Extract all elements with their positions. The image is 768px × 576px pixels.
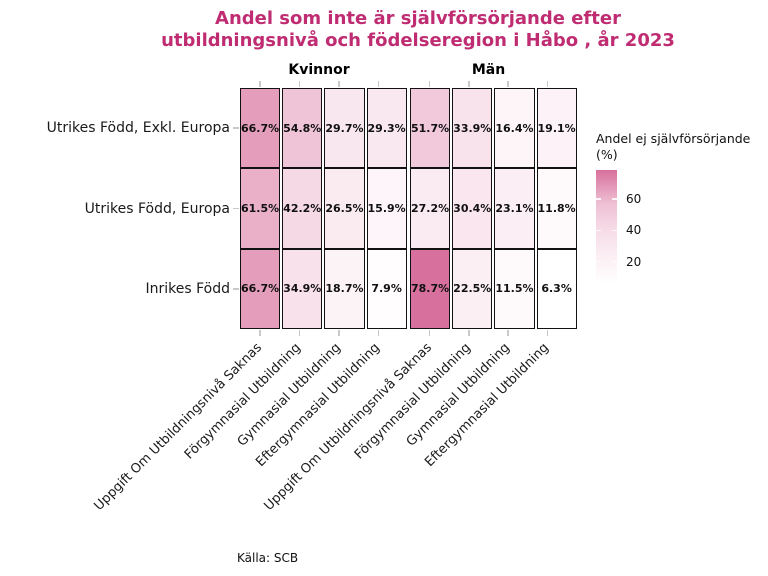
axis-tick (233, 288, 239, 290)
axis-tick (338, 81, 340, 87)
facet-label-man: Män (471, 62, 506, 78)
axis-tick (546, 81, 549, 87)
y-axis-label: Inrikes Född (145, 280, 230, 297)
cell-value-label: 6.3% (541, 282, 572, 296)
cell-value-label: 16.4% (495, 121, 534, 135)
axis-tick (233, 127, 239, 129)
legend-tick-label: 20 (626, 254, 642, 269)
heatmap-cell: 16.4% (494, 88, 535, 169)
legend-tick-label: 60 (626, 192, 642, 207)
cell-value-label: 54.8% (283, 121, 322, 135)
heatmap-cell: 15.9% (366, 168, 407, 249)
heatmap-cell: 42.2% (282, 168, 323, 249)
axis-tick (377, 330, 379, 336)
axis-tick (507, 81, 509, 87)
y-axis-label: Utrikes Född, Europa (84, 200, 230, 217)
axis-tick (233, 207, 239, 210)
cell-value-label: 33.9% (453, 121, 492, 135)
heatmap-cell: 27.2% (410, 168, 451, 249)
cell-value-label: 34.9% (283, 282, 322, 296)
legend-gradient-bar (596, 170, 617, 283)
axis-tick (507, 330, 509, 336)
cell-value-label: 23.1% (495, 201, 534, 215)
heatmap-cell: 29.7% (324, 88, 365, 169)
axis-tick (468, 330, 470, 336)
cell-value-label: 29.7% (325, 121, 364, 135)
cell-value-label: 42.2% (283, 201, 322, 215)
heatmap-cell: 54.8% (282, 88, 323, 169)
heatmap-cell: 19.1% (536, 88, 577, 169)
legend-bar-tick (612, 260, 617, 263)
legend-title-line2: (%) (596, 147, 618, 162)
legend-bar-tick (612, 229, 617, 232)
heatmap-cell: 66.7% (240, 248, 281, 329)
cell-value-label: 11.5% (495, 282, 534, 296)
cell-value-label: 27.2% (411, 201, 450, 215)
heatmap-cell: 18.7% (324, 248, 365, 329)
legend-bar-tick (596, 198, 601, 200)
facet-label-kvinnor: Kvinnor (288, 62, 350, 78)
cell-value-label: 15.9% (367, 201, 406, 215)
y-axis-label: Utrikes Född, Exkl. Europa (46, 120, 230, 137)
source-caption: Källa: SCB (237, 551, 299, 565)
chart-title-line1: Andel som inte är självförsörjande efter (215, 8, 621, 29)
legend-bar-tick (596, 229, 601, 232)
cell-value-label: 51.7% (411, 121, 450, 135)
heatmap-cell: 66.7% (240, 88, 281, 169)
heatmap-cell: 29.3% (366, 88, 407, 169)
heatmap-cell: 11.8% (536, 168, 577, 249)
heatmap-cell: 33.9% (452, 88, 493, 169)
axis-tick (428, 81, 431, 87)
heatmap-cell: 7.9% (366, 248, 407, 329)
legend-title-line1: Andel ej självförsörjande (596, 131, 751, 146)
cell-value-label: 11.8% (537, 201, 576, 215)
cell-value-label: 22.5% (453, 282, 492, 296)
axis-tick (428, 330, 431, 336)
axis-tick (259, 81, 261, 87)
cell-value-label: 30.4% (453, 201, 492, 215)
legend-tick-label: 40 (626, 223, 642, 238)
heatmap-cell: 34.9% (282, 248, 323, 329)
cell-value-label: 19.1% (537, 121, 576, 135)
axis-tick (468, 81, 470, 87)
heatmap-panel-man: 51.7% 33.9% 16.4% 19.1% 27.2% 30.4% 23.1% 11.8%… (410, 88, 577, 329)
cell-value-label: 18.7% (325, 282, 364, 296)
heatmap-cell: 78.7% (410, 248, 451, 329)
heatmap-cell: 23.1% (494, 168, 535, 249)
cell-value-label: 29.3% (367, 121, 406, 135)
axis-tick (338, 330, 340, 336)
chart-title-line2: utbildningsnivå och födelseregion i Håbo… (161, 30, 675, 51)
axis-tick (259, 330, 261, 336)
chart-title: Andel som inte är självförsörjande efter… (43, 8, 768, 52)
axis-tick (377, 81, 379, 87)
legend-title: Andel ej självförsörjande (%) (596, 131, 768, 163)
legend-bar-tick (612, 198, 617, 200)
cell-value-label: 66.7% (241, 121, 280, 135)
cell-value-label: 61.5% (241, 201, 280, 215)
heatmap-cell: 22.5% (452, 248, 493, 329)
axis-tick (546, 330, 549, 336)
heatmap-cell: 26.5% (324, 168, 365, 249)
heatmap-cell: 11.5% (494, 248, 535, 329)
heatmap-cell: 6.3% (536, 248, 577, 329)
cell-value-label: 26.5% (325, 201, 364, 215)
cell-value-label: 66.7% (241, 282, 280, 296)
heatmap-cell: 61.5% (240, 168, 281, 249)
legend-bar-tick (596, 260, 601, 263)
heatmap-cell: 51.7% (410, 88, 451, 169)
heatmap-panel-kvinnor: 66.7% 54.8% 29.7% 29.3% 61.5% 42.2% 26.5% 15.9%… (240, 88, 407, 329)
axis-tick (298, 330, 300, 336)
cell-value-label: 7.9% (371, 282, 402, 296)
heatmap-cell: 30.4% (452, 168, 493, 249)
cell-value-label: 78.7% (411, 282, 450, 296)
axis-tick (298, 81, 300, 87)
